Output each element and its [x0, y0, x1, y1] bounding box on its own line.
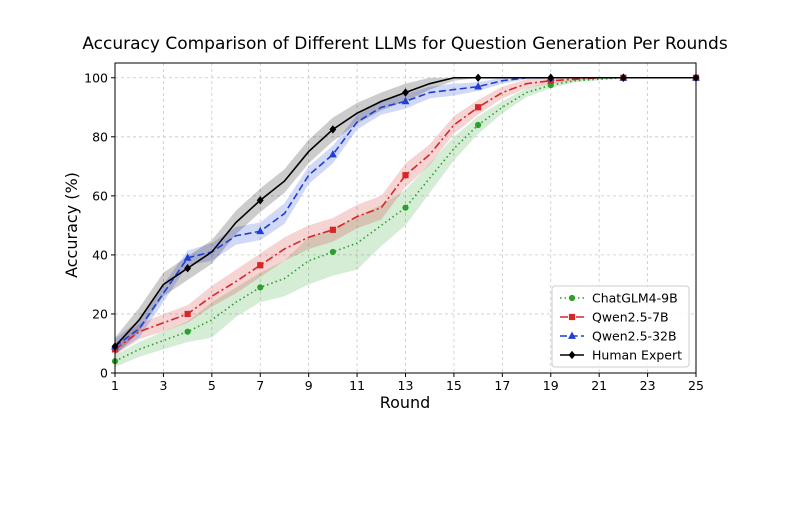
y-tick-label: 40	[92, 247, 108, 262]
y-tick-label: 100	[84, 70, 108, 85]
point-human-expert	[619, 73, 627, 82]
point-qwen2-5-32b	[474, 82, 483, 90]
x-tick-label: 5	[208, 378, 216, 393]
y-tick-label: 20	[92, 306, 108, 321]
y-axis-label: Accuracy (%)	[62, 172, 81, 278]
legend: ChatGLM4-9B Qwen2.5-7B Qwen2.5-32B Human Ex…	[551, 285, 690, 368]
legend-label-qwen2-5-7b: Qwen2.5-7B	[592, 310, 669, 325]
point-human-expert	[184, 264, 192, 273]
point-qwen2-5-32b	[256, 226, 265, 235]
point-human-expert	[329, 125, 337, 134]
point-chatglm4-9b	[475, 121, 482, 129]
point-qwen2-5-7b	[329, 226, 336, 233]
x-axis-label: Round	[380, 393, 431, 412]
chart-title: Accuracy Comparison of Different LLMs fo…	[82, 34, 728, 54]
x-tick-label: 13	[398, 378, 414, 393]
x-tick-label: 9	[305, 378, 313, 393]
x-tick-label: 3	[159, 378, 167, 393]
legend-marker-chatglm4-9b	[568, 294, 576, 302]
legend-marker-qwen2-5-32b	[568, 331, 576, 339]
x-tick-label: 25	[688, 378, 704, 393]
point-chatglm4-9b	[402, 204, 409, 211]
point-qwen2-5-7b	[475, 104, 482, 111]
point-chatglm4-9b	[257, 284, 264, 291]
y-tick-label: 0	[100, 366, 108, 381]
legend-label-chatglm4-9b: ChatGLM4-9B	[592, 291, 678, 306]
point-qwen2-5-7b	[184, 310, 191, 318]
x-tick-label: 7	[256, 378, 264, 393]
legend-frame	[551, 285, 690, 368]
x-tick-label: 19	[543, 378, 559, 393]
y-tick-label: 80	[92, 129, 108, 144]
point-qwen2-5-32b	[183, 253, 192, 261]
legend-label-human-expert: Human Expert	[592, 348, 682, 363]
x-tick-label: 1	[111, 378, 119, 393]
x-tick-label: 23	[640, 378, 656, 393]
point-chatglm4-9b	[329, 248, 336, 256]
point-qwen2-5-7b	[257, 262, 264, 269]
point-human-expert	[256, 196, 264, 205]
point-chatglm4-9b	[184, 328, 191, 335]
x-tick-label: 11	[349, 378, 365, 393]
point-human-expert	[474, 73, 482, 82]
x-tick-label: 17	[494, 378, 510, 393]
point-qwen2-5-32b	[328, 150, 337, 158]
confidence-bands	[115, 77, 696, 368]
legend-label-qwen2-5-32b: Qwen2.5-32B	[592, 329, 677, 344]
point-qwen2-5-32b	[401, 96, 410, 105]
y-tick-label: 60	[92, 188, 108, 203]
point-human-expert	[547, 73, 555, 82]
point-human-expert	[402, 88, 409, 97]
point-qwen2-5-7b	[402, 172, 409, 179]
band-qwen2-5-7b	[115, 77, 696, 356]
band-chatglm4-9b	[115, 77, 696, 368]
legend-marker-qwen2-5-7b	[568, 313, 576, 321]
legend-marker-human-expert	[568, 350, 576, 360]
x-tick-label: 21	[591, 378, 607, 393]
x-tick-label: 15	[446, 378, 462, 393]
